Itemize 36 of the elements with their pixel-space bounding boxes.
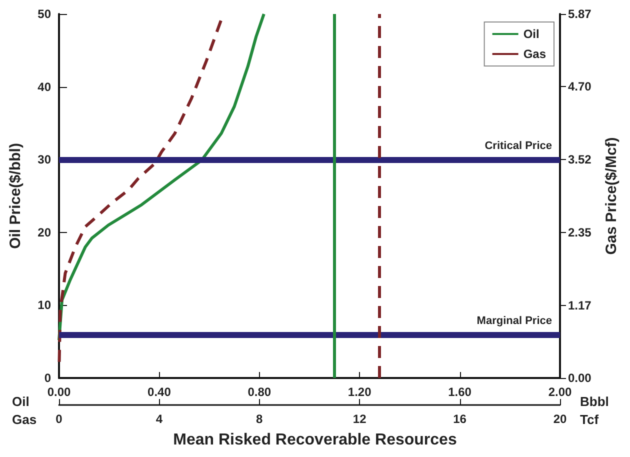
x-tick-label: 2.00 [548,385,572,399]
text: Tcf [580,412,600,427]
y2-tick-label: 0.00 [568,371,592,385]
ref-line-label: Critical Price [484,140,552,152]
y2-tick-label: 4.70 [568,80,592,94]
ref-line-label: Marginal Price [476,314,552,327]
x-tick-label: 0.40 [148,385,172,399]
x-tick-label: 0.80 [248,385,272,399]
legend-label: Oil [523,27,540,41]
x2-tick-label: 20 [553,412,567,426]
y-axis-title: Oil Price($/bbl) [7,143,24,249]
text: Gas [12,412,37,427]
text: Oil [12,394,30,409]
y-tick-label: 10 [38,298,52,312]
y-tick-label: 30 [38,152,52,167]
x2-tick-label: 4 [156,412,163,426]
x-tick-label: 0.00 [47,385,71,399]
x-tick-label: 1.20 [348,385,372,399]
y-tick-label: 50 [38,7,52,21]
x-tick-label: 1.60 [448,385,472,399]
x-axis-title: Mean Risked Recoverable Resources [173,432,457,448]
y2-tick-label: 1.17 [568,298,592,312]
x2-tick-label: 8 [256,412,264,426]
x2-tick-label: 16 [453,412,467,426]
x2-tick-label: 12 [352,412,367,426]
y2-tick-label: 2.35 [568,225,592,240]
y-tick-label: 0 [44,371,52,385]
y-tick-label: 20 [38,225,52,240]
y2-tick-label: 5.87 [568,7,592,21]
x2-tick-label: 0 [56,412,63,426]
line-series [58,12,266,342]
legend-label: Gas [523,47,546,61]
y2-tick-label: 3.52 [568,152,592,167]
text: Bbbl [580,394,609,409]
y2-axis-title: Gas Price($/Mcf) [603,137,620,255]
y-tick-label: 40 [38,80,52,94]
